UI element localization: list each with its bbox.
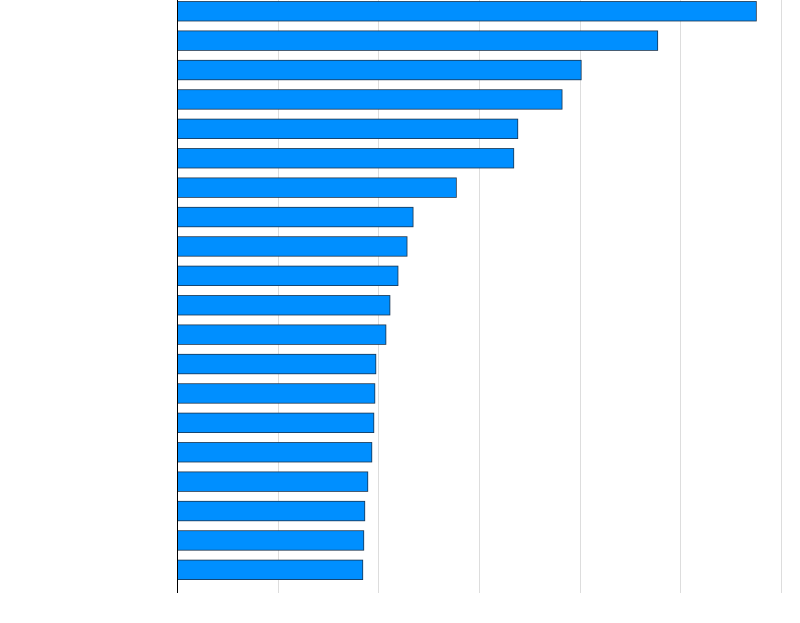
bar-17 — [177, 500, 366, 522]
bar-10 — [177, 295, 391, 316]
bar-9 — [177, 265, 399, 287]
bar-18 — [177, 530, 365, 551]
bar-15 — [177, 442, 373, 463]
bar-16 — [177, 471, 369, 492]
bar-0 — [177, 1, 757, 22]
bar-1 — [177, 30, 659, 51]
bar-7 — [177, 206, 414, 228]
bar-6 — [177, 177, 457, 198]
bar-8 — [177, 236, 408, 257]
bar-12 — [177, 353, 377, 375]
bar-layer — [177, 1, 757, 580]
bar-2 — [177, 59, 582, 81]
bar-11 — [177, 324, 387, 345]
bar-4 — [177, 118, 519, 139]
bar-19 — [177, 559, 364, 580]
bar-3 — [177, 89, 563, 110]
bar-5 — [177, 148, 515, 169]
bar-14 — [177, 412, 375, 434]
bar-13 — [177, 383, 376, 404]
